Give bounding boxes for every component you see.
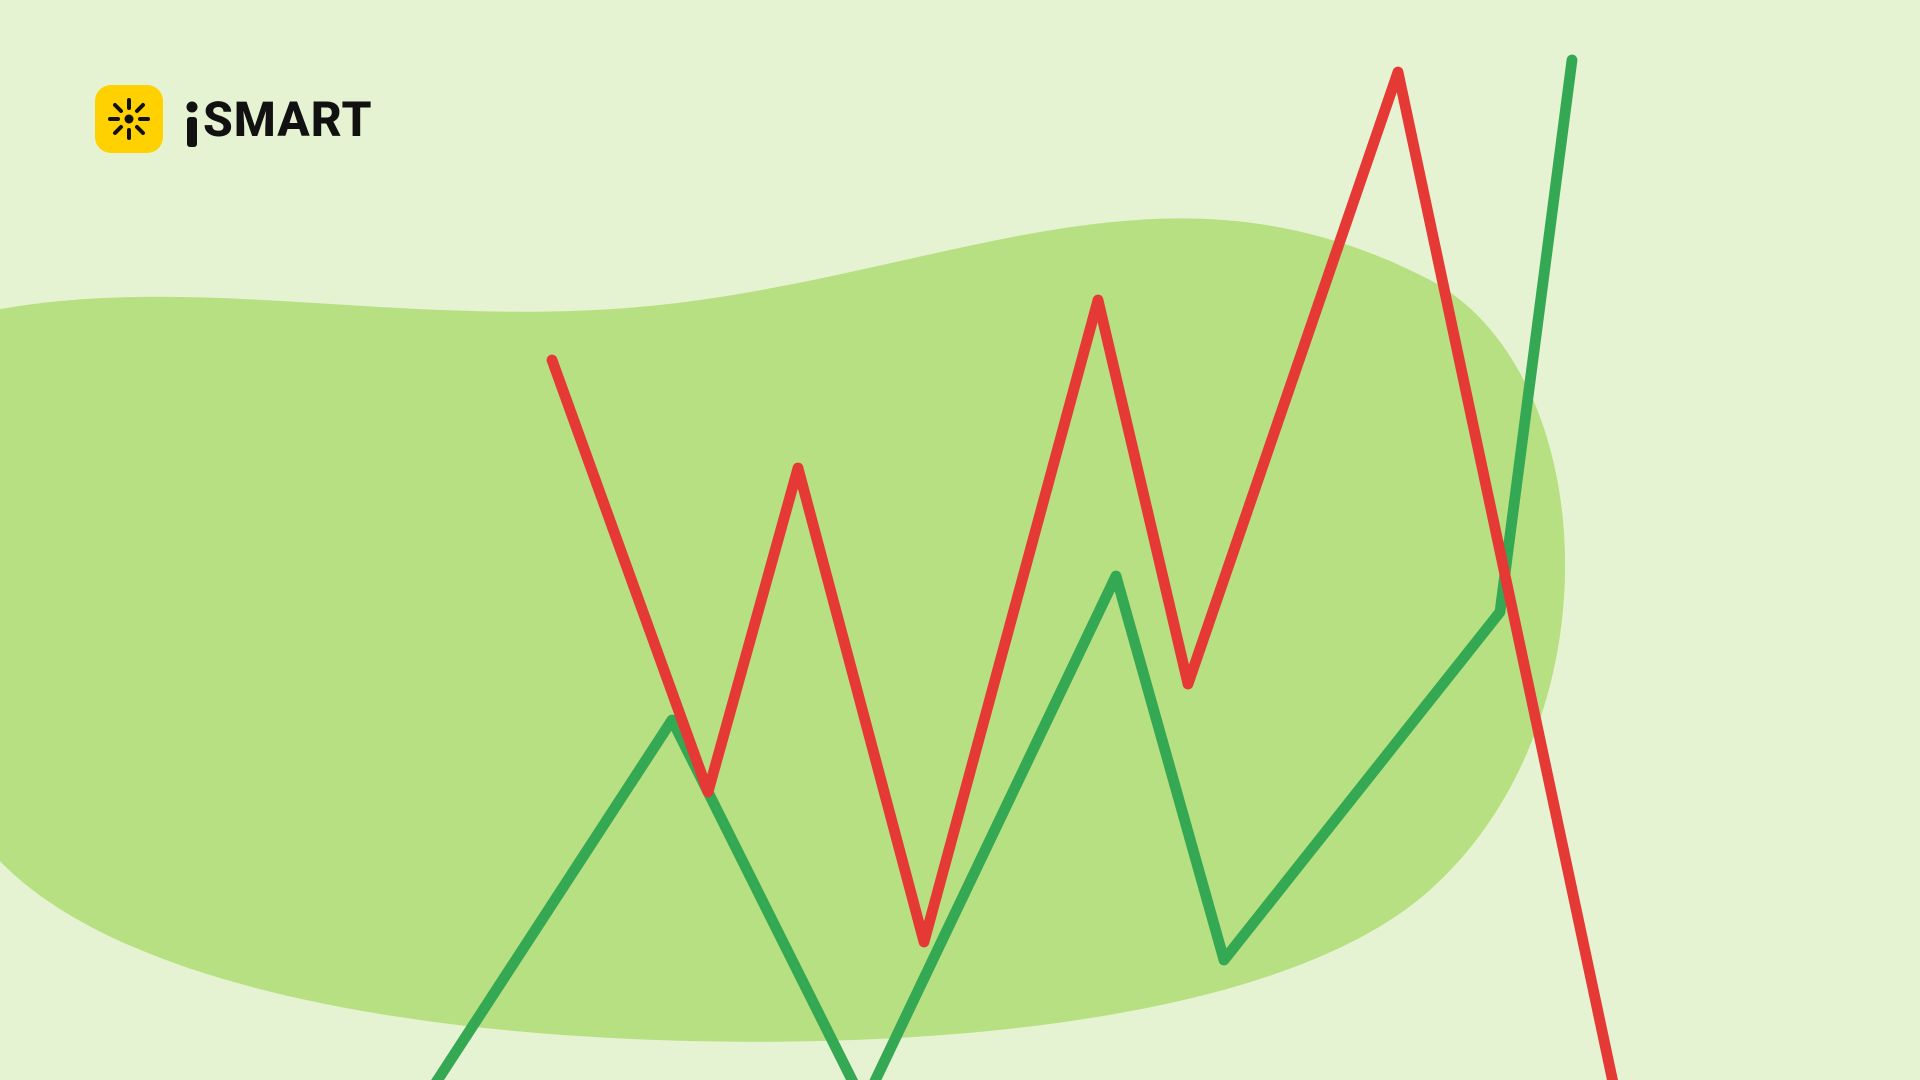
brand-text: SMART	[181, 91, 373, 148]
series-green	[336, 60, 1572, 1080]
brand-letter-i	[181, 99, 203, 147]
brand-text-label: SMART	[203, 91, 373, 148]
line-chart	[0, 0, 1920, 1080]
logo-badge	[95, 85, 163, 153]
series-red	[552, 72, 1638, 1080]
spark-icon	[106, 96, 152, 142]
brand-logo: SMART	[95, 85, 373, 153]
chart-canvas: SMART	[0, 0, 1920, 1080]
